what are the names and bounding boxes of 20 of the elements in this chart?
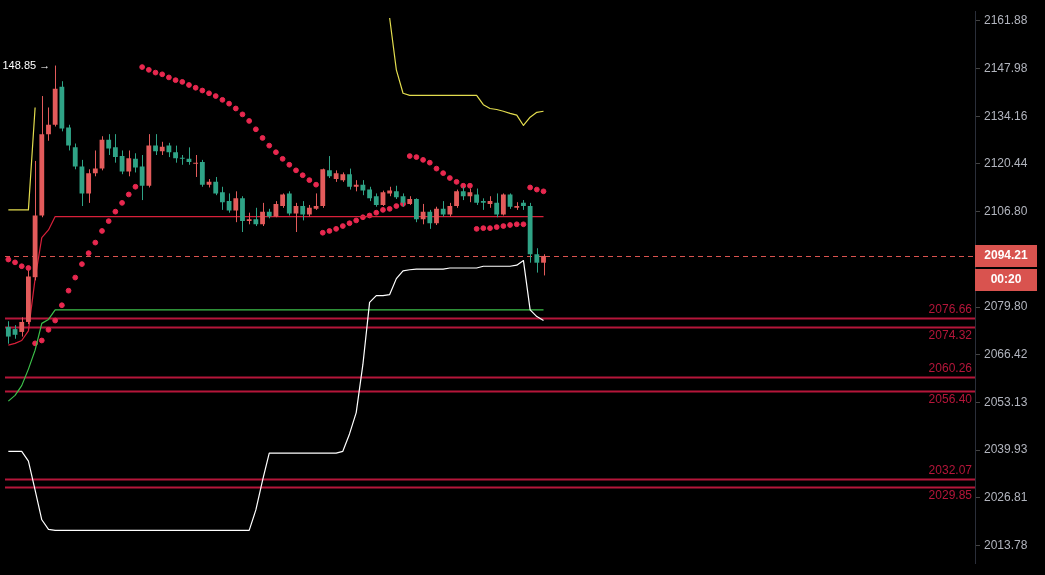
y-tick-label: 2053.13 (984, 394, 1028, 409)
y-tick-label: 2161.88 (984, 13, 1028, 28)
ref-line-label: 2032.07 (928, 462, 973, 477)
ref-line-label: 2060.26 (928, 361, 973, 376)
y-tick-label: 2066.42 (984, 347, 1028, 362)
ref-line-label: 2094.21 (984, 248, 1029, 263)
ref-line-label: 2056.40 (928, 391, 973, 406)
annotation: 148.85 → (2, 58, 51, 71)
y-tick-label: 2039.93 (984, 442, 1028, 457)
y-tick-label: 2079.80 (984, 299, 1028, 314)
y-tick-label: 2120.44 (984, 156, 1028, 171)
y-tick-label: 2026.81 (984, 490, 1028, 505)
text: 00:20 (990, 272, 1022, 287)
y-tick-label: 2106.80 (984, 203, 1028, 218)
y-tick-label: 2147.98 (984, 60, 1028, 75)
ref-line-label: 2076.66 (928, 302, 973, 317)
y-tick-label: 2134.16 (984, 108, 1028, 123)
y-tick-label: 2013.78 (984, 537, 1028, 552)
ref-line-label: 2074.32 (928, 327, 973, 342)
ref-line-label: 2029.85 (928, 488, 973, 503)
